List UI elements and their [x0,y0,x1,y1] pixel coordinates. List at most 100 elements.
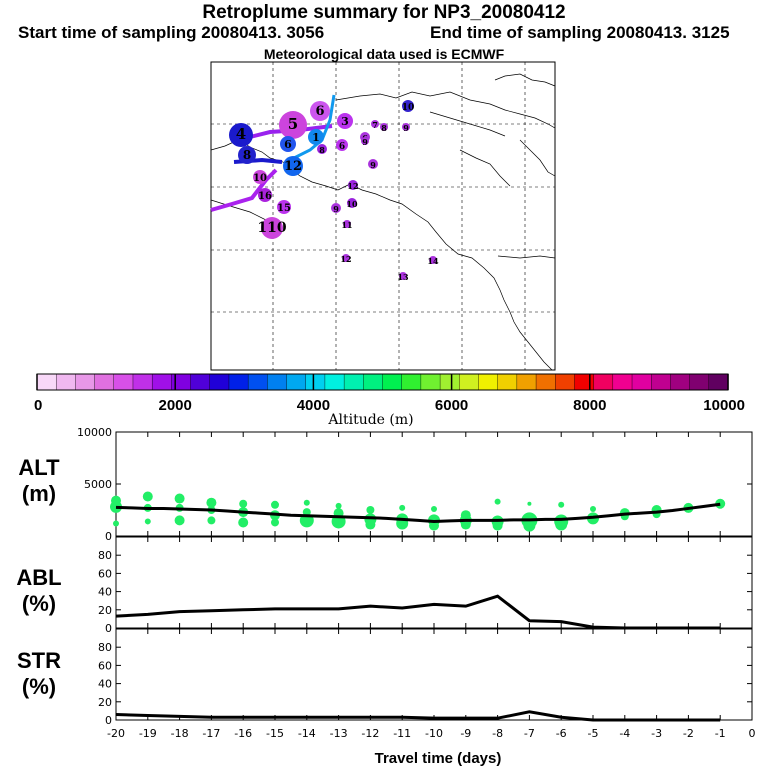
colorbar-tick-label: 2000 [159,397,192,414]
map-marker [317,144,327,154]
colorbar-cell [651,373,672,391]
colorbar-cell [593,373,614,391]
map-marker [342,254,350,262]
map-marker [258,188,272,202]
alt-point [271,500,279,509]
colorbar-cell [267,373,288,391]
map-marker [277,200,291,214]
map-marker [368,159,378,169]
map-marker-label: 3 [341,115,349,128]
colorbar-cell [574,373,595,391]
panel-frame [115,536,753,629]
x-tick-label: -20 [107,727,125,740]
y-tick-label: 20 [98,696,112,709]
x-tick-label: -14 [298,727,316,740]
map-marker [399,272,407,280]
x-tick-label: 0 [749,727,756,740]
colorbar-tick-label: 10000 [703,397,745,414]
y-tick-label: 80 [98,549,112,562]
map-marker [347,198,357,208]
map-marker [348,180,358,190]
map-marker [308,129,324,145]
colorbar-cell [324,373,345,391]
map-marker [402,123,410,131]
colorbar-cell [247,373,268,391]
colorbar-cell [555,373,576,391]
alt-point [144,518,151,525]
x-tick-label: -7 [524,727,535,740]
colorbar-cell [670,373,691,391]
str-line [115,710,721,722]
met-data-text: Meteorological data used is ECMWF [263,46,505,62]
panel-alt: ALT(m) 0 5000 10000 [18,426,753,543]
x-tick-label: -17 [202,727,220,740]
colorbar-cell [55,373,76,391]
y-tick-label: 0 [105,714,112,727]
map-marker [361,137,369,145]
map-marker-label: 16 [258,191,272,202]
map-marker [238,146,256,164]
alt-point [113,520,119,527]
map-marker [371,120,379,128]
alt-point [715,498,726,509]
map-marker-label: 12 [284,159,302,174]
map-marker [280,136,296,152]
alt-point [303,499,310,506]
map-marker-label: 14 [427,256,439,266]
y-tick-label: 0 [105,622,112,635]
colorbar-title: Altitude (m) [327,412,413,428]
colorbar-cell [36,373,57,391]
colorbar-cell [228,373,249,391]
map-marker-label: 4 [236,125,246,143]
y-tick-label: 60 [98,659,112,672]
alt-point [366,506,375,514]
panel-label: ABL [16,565,61,590]
map-marker-label: 9 [362,137,368,147]
end-time-text: End time of sampling 20080413. 3125 [430,23,730,42]
colorbar-cell [459,373,480,391]
map-marker-label: 12 [340,254,351,264]
x-tick-label: -10 [425,727,443,740]
colorbar-tick-label: 4000 [297,397,330,414]
x-tick-label: -2 [683,727,694,740]
map-marker-label: 15 [277,203,291,214]
colorbar-cell [439,373,460,391]
x-tick-label: -12 [361,727,379,740]
map-marker [283,156,303,176]
x-tick-label: -4 [619,727,630,740]
alt-point [207,516,216,525]
alt-point [492,520,503,531]
map-marker-label: 9 [333,204,339,214]
x-tick-label: -6 [556,727,567,740]
start-time-text: Start time of sampling 20080413. 3056 [18,23,325,42]
map-panel: 6534861210161511016861091291011121413978… [210,61,556,371]
map-marker-label: 8 [319,145,325,155]
map-marker [253,170,267,184]
colorbar-cell [190,373,211,391]
y-tick-label: 5000 [84,478,112,491]
map-marker [310,101,330,121]
alt-point [174,493,185,504]
alt-point [431,505,437,512]
x-axis-title: Travel time (days) [375,750,502,767]
colorbar-cell [343,373,364,391]
alt-point [206,497,217,508]
alt-point [238,517,249,528]
map-frame [210,61,556,371]
alt-point [460,519,471,530]
map-marker-label: 13 [397,272,409,282]
map-marker [337,113,353,129]
map-marker-label: 7 [372,120,378,130]
map-marker-label: 5 [288,115,298,133]
panel-unit: (%) [22,674,56,699]
map-marker-label: 9 [403,123,409,133]
map-marker [429,256,437,264]
alt-point [555,518,568,531]
map-marker [336,139,348,151]
alt-point [142,491,153,502]
y-tick-label: 60 [98,567,112,580]
y-tick-label: 40 [98,678,112,691]
abl-line [115,594,721,630]
alt-point [494,498,501,505]
